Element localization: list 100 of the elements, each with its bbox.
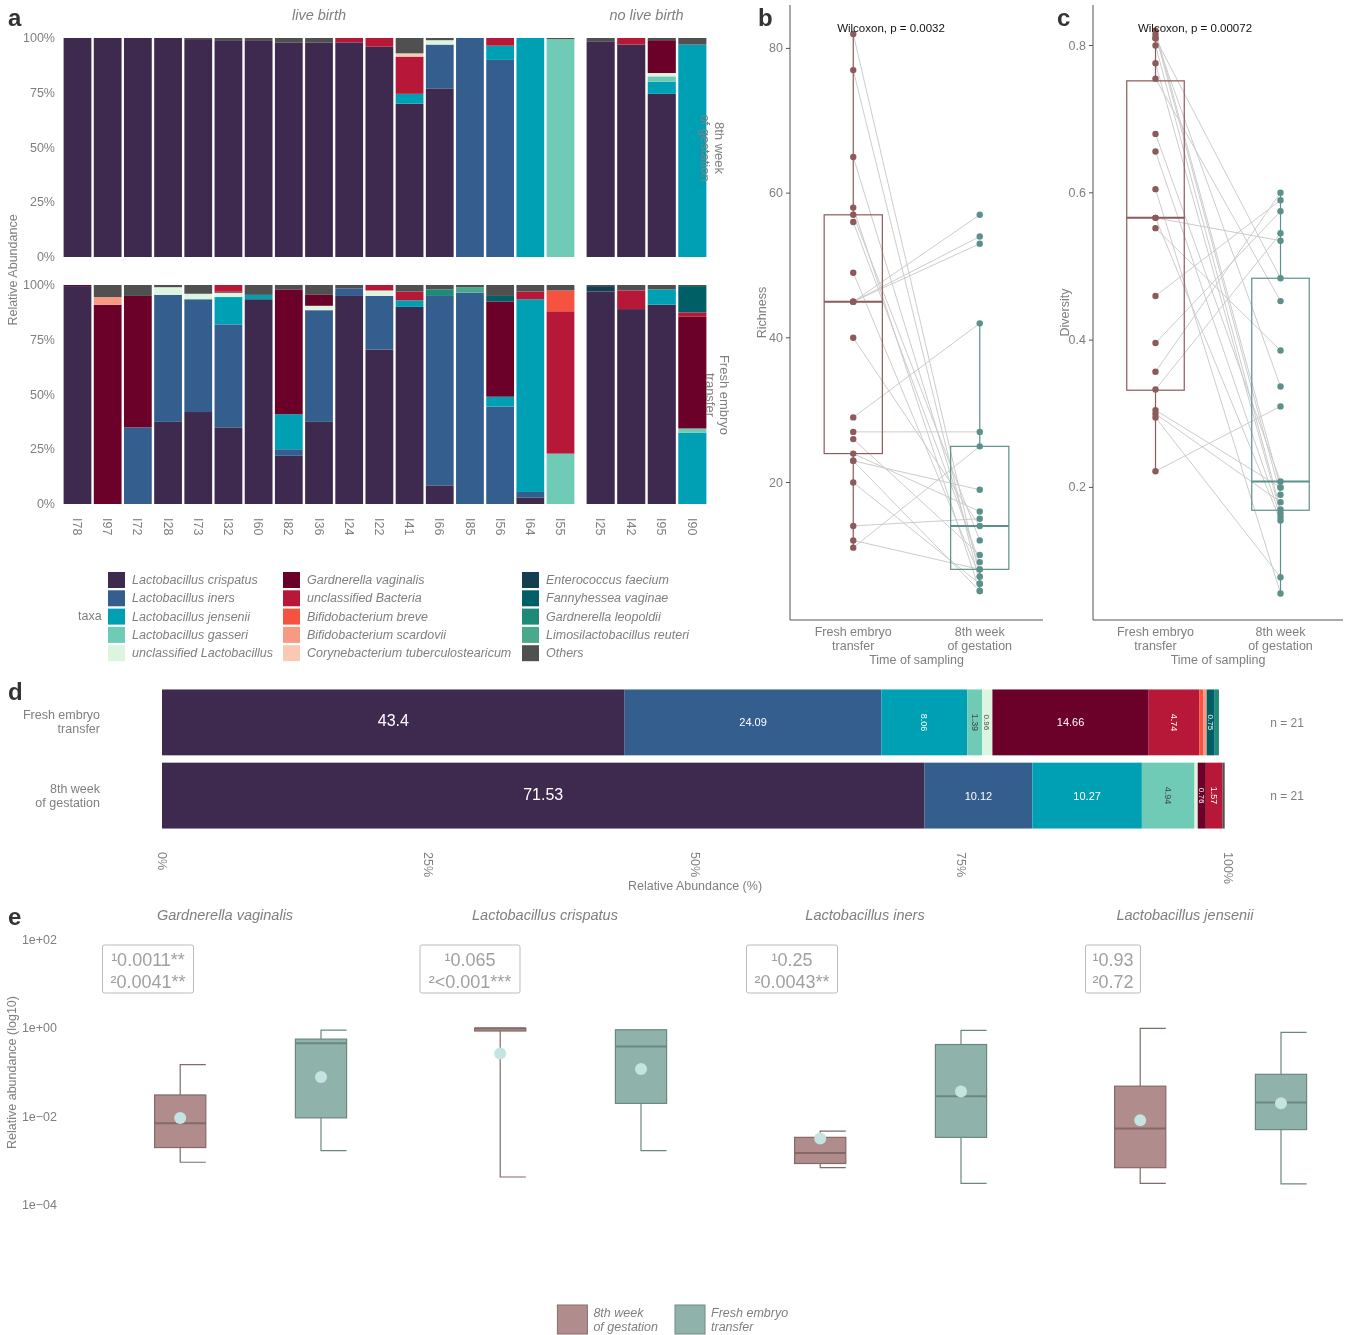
legend-label: Enterococcus faecium	[546, 573, 669, 587]
legend-label: Lactobacillus iners	[132, 591, 235, 606]
annotation: ¹0.065 ²<0.001***	[428, 950, 512, 992]
legend-label: Gardnerella leopoldii	[546, 609, 662, 624]
x-tick-label: I25	[593, 518, 608, 536]
x-tick-label: Lactobacillus crispatus	[472, 907, 618, 923]
x-tick-label: I55	[553, 518, 568, 536]
x-tick-label: Fresh embryo transfer	[814, 625, 892, 653]
y-tick-label: 1e−04	[21, 1198, 58, 1212]
legend-label: Others	[546, 646, 584, 661]
data-label: 1.39	[969, 713, 980, 732]
y-tick-label: 50%	[29, 140, 55, 155]
legend-label: unclassified Bacteria	[307, 591, 422, 606]
legend-label: Lactobacillus crispatus	[132, 573, 258, 587]
x-tick-label: I24	[341, 518, 356, 536]
x-tick-label: I56	[492, 518, 507, 536]
legend-label: Lactobacillus gasseri	[132, 627, 250, 642]
x-tick-label: I73	[190, 518, 205, 536]
text: e	[8, 903, 22, 930]
x-tick-label: I90	[684, 518, 699, 536]
y-tick-label: 75%	[29, 85, 55, 100]
x-tick-label: I41	[402, 518, 417, 536]
x-tick-label: 100%	[1220, 852, 1235, 884]
y-tick-label: 80	[769, 41, 784, 56]
y-axis-title: Richness	[755, 286, 769, 339]
data-label: 14.66	[1056, 716, 1085, 729]
x-tick-label: I66	[432, 518, 447, 536]
y-tick-label: 0.2	[1068, 480, 1087, 495]
x-tick-label: 25%	[421, 852, 436, 878]
y-tick-label: 0%	[36, 250, 55, 264]
text: n = 21	[1270, 716, 1305, 730]
x-tick-label: Fresh embryo transfer	[1116, 625, 1195, 653]
y-tick-label: 8th week of gestation	[35, 781, 101, 810]
x-tick-label: Lactobacillus jensenii	[1116, 907, 1255, 923]
data-label: 8.06	[919, 713, 930, 732]
legend-label: Fannyhessea vaginae	[546, 591, 669, 606]
x-tick-label: Lactobacillus iners	[805, 907, 925, 923]
text: b	[758, 4, 773, 31]
x-tick-label: I82	[281, 518, 296, 536]
text: n = 21	[1270, 789, 1305, 803]
data-label: 10.27	[1073, 789, 1101, 802]
data-label: 0.75	[1205, 714, 1215, 731]
legend-label: Lactobacillus jensenii	[132, 609, 252, 624]
data-label: 71.53	[523, 785, 564, 803]
y-tick-label: 25%	[29, 195, 55, 210]
y-tick-label: 40	[769, 330, 784, 345]
data-label: 1.57	[1209, 786, 1220, 805]
x-tick-label: I95	[654, 518, 669, 536]
annotation: Wilcoxon, p = 0.00072	[1137, 22, 1253, 34]
x-tick-label: I28	[160, 518, 175, 536]
text: d	[8, 678, 23, 705]
data-label: 4.74	[1168, 713, 1179, 732]
data-label: 4.94	[1163, 786, 1174, 805]
data-label: 0.76	[1196, 787, 1206, 804]
annotation: ¹0.25 ²0.0043**	[754, 950, 830, 992]
y-tick-label: 100%	[23, 31, 55, 45]
annotation: ¹0.93 ²0.72	[1092, 950, 1134, 992]
legend-label: Limosilactobacillus reuteri	[546, 627, 691, 642]
data-label: 43.4	[377, 712, 409, 730]
y-tick-label: 1e+02	[21, 933, 58, 947]
annotation: Wilcoxon, p = 0.0032	[837, 22, 945, 34]
data-label: 0.96	[982, 714, 992, 731]
legend-label: Bifidobacterium breve	[307, 609, 428, 624]
x-tick-label: I32	[221, 518, 236, 536]
x-tick-label: 50%	[687, 852, 702, 878]
annotation: Fresh embryo transfer	[703, 354, 732, 436]
x-tick-label: I36	[311, 518, 326, 536]
legend-label: Bifidobacterium scardovii	[307, 627, 448, 642]
x-tick-label: I64	[522, 518, 537, 536]
y-axis-title: Relative Abundance	[6, 214, 20, 326]
x-tick-label: 75%	[954, 852, 969, 878]
y-tick-label: 100%	[23, 278, 55, 292]
y-tick-label: 1e+00	[21, 1021, 58, 1036]
legend-label: Gardnerella vaginalis	[307, 573, 425, 587]
y-tick-label: 50%	[29, 387, 55, 402]
legend-title: taxa	[78, 609, 102, 623]
y-tick-label: 25%	[29, 442, 55, 457]
x-tick-label: I85	[462, 518, 477, 536]
x-tick-label: I78	[70, 518, 85, 536]
y-tick-label: 0%	[36, 497, 55, 511]
y-tick-label: 0.8	[1068, 38, 1087, 53]
legend-label: Corynebacterium tuberculostearicum	[307, 646, 512, 661]
y-tick-label: 60	[769, 186, 784, 201]
x-tick-label: 0%	[154, 852, 169, 871]
annotation: ¹0.0011** ²0.0041**	[110, 950, 186, 992]
x-tick-label: 8th week of gestation	[1248, 625, 1313, 653]
x-tick-label: I97	[100, 518, 115, 536]
annotation: 8th week of gestation	[698, 114, 727, 182]
y-tick-label: 1e−02	[21, 1109, 58, 1124]
y-tick-label: 0.6	[1068, 185, 1087, 200]
legend-label: 8th week of gestation	[593, 1306, 659, 1334]
x-axis-title: Time of sampling	[869, 653, 964, 667]
y-tick-label: 75%	[29, 332, 55, 347]
text: c	[1057, 4, 1071, 31]
chart-title: no live birth	[609, 7, 684, 23]
x-axis-title: Relative Abundance (%)	[627, 879, 763, 893]
y-tick-label: 20	[769, 475, 784, 490]
x-tick-label: 8th week of gestation	[947, 625, 1013, 653]
x-axis-title: Time of sampling	[1170, 653, 1266, 667]
data-label: 10.12	[964, 789, 993, 802]
